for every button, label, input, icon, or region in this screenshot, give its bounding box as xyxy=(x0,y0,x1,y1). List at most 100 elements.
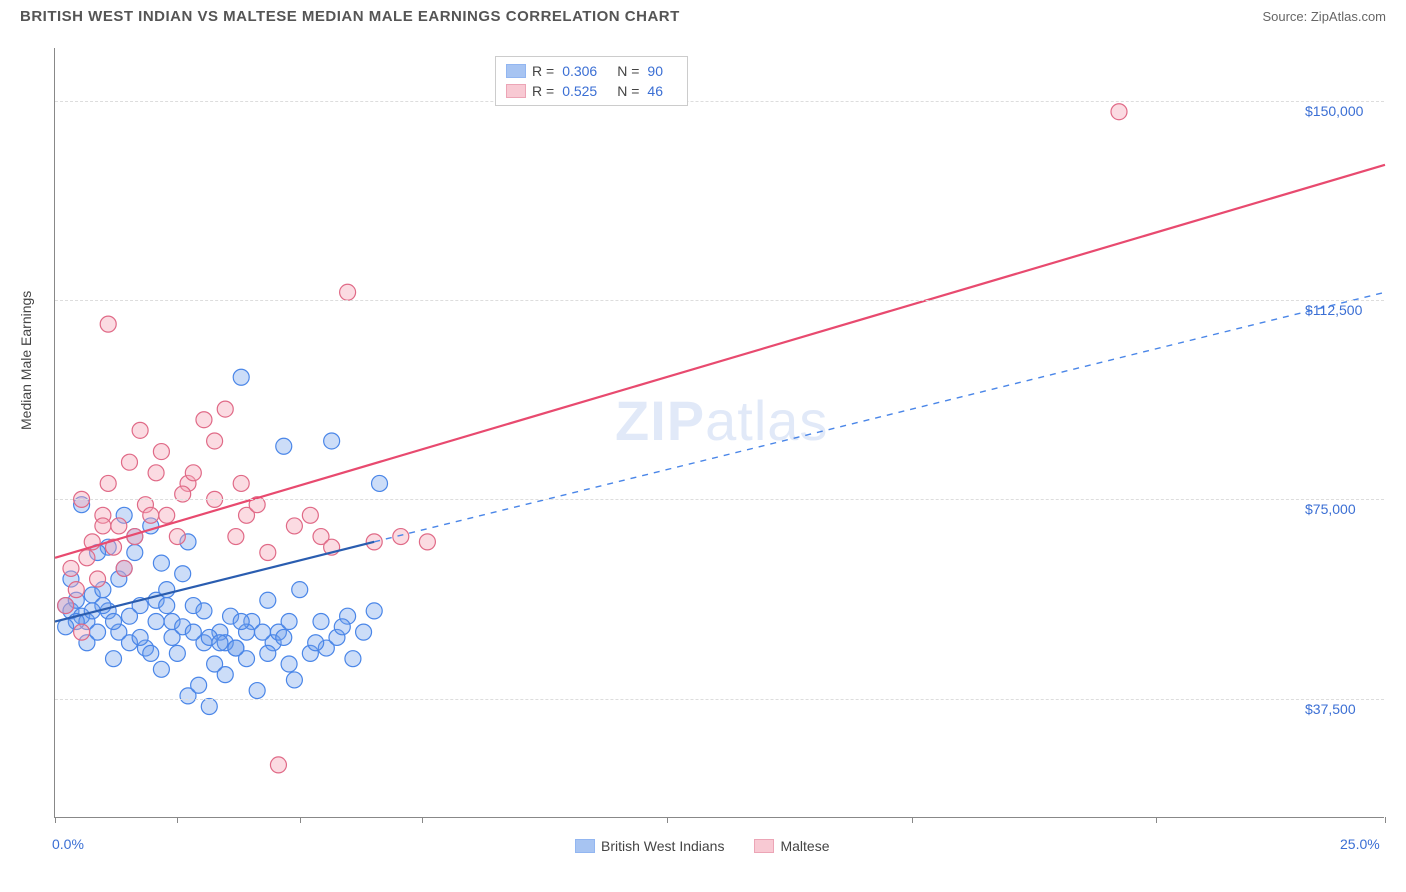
data-point xyxy=(217,401,233,417)
data-point xyxy=(132,422,148,438)
data-point xyxy=(254,624,270,640)
data-point xyxy=(233,369,249,385)
data-point xyxy=(185,465,201,481)
data-point xyxy=(132,629,148,645)
data-point xyxy=(100,475,116,491)
correlation-legend: R =0.306N =90R =0.525N =46 xyxy=(495,56,688,106)
legend-swatch xyxy=(506,64,526,78)
data-point xyxy=(153,661,169,677)
legend-swatch xyxy=(506,84,526,98)
gridline xyxy=(55,101,1384,102)
data-point xyxy=(302,507,318,523)
data-point xyxy=(276,629,292,645)
series-legend: British West Indians Maltese xyxy=(575,836,830,856)
data-point xyxy=(191,677,207,693)
scatter-svg xyxy=(55,48,1384,817)
y-tick-label: $75,000 xyxy=(1305,501,1356,517)
data-point xyxy=(201,698,217,714)
legend-n-label: N = xyxy=(617,63,639,79)
data-point xyxy=(308,635,324,651)
data-point xyxy=(260,645,276,661)
legend-r-label: R = xyxy=(532,83,554,99)
series-legend-label: British West Indians xyxy=(601,838,724,854)
data-point xyxy=(143,645,159,661)
data-point xyxy=(228,640,244,656)
data-point xyxy=(292,582,308,598)
data-point xyxy=(106,614,122,630)
data-point xyxy=(95,518,111,534)
data-point xyxy=(313,614,329,630)
data-point xyxy=(100,316,116,332)
data-point xyxy=(260,592,276,608)
data-point xyxy=(79,550,95,566)
data-point xyxy=(116,560,132,576)
series-legend-item: British West Indians xyxy=(575,836,724,856)
gridline xyxy=(55,499,1384,500)
legend-row: R =0.306N =90 xyxy=(506,61,677,81)
x-tick xyxy=(177,817,178,823)
data-point xyxy=(324,433,340,449)
data-point xyxy=(169,529,185,545)
data-point xyxy=(356,624,372,640)
data-point xyxy=(286,518,302,534)
data-point xyxy=(127,544,143,560)
chart-header: BRITISH WEST INDIAN VS MALTESE MEDIAN MA… xyxy=(0,0,1406,29)
x-tick xyxy=(1385,817,1386,823)
data-point xyxy=(270,757,286,773)
data-point xyxy=(74,624,90,640)
gridline xyxy=(55,300,1384,301)
data-point xyxy=(159,507,175,523)
legend-swatch xyxy=(575,839,595,853)
trend-line-dashed xyxy=(374,292,1385,542)
data-point xyxy=(340,284,356,300)
data-point xyxy=(159,598,175,614)
legend-n-value: 90 xyxy=(647,63,663,79)
y-tick-label: $37,500 xyxy=(1305,701,1356,717)
data-point xyxy=(372,475,388,491)
legend-r-label: R = xyxy=(532,63,554,79)
data-point xyxy=(281,614,297,630)
series-legend-label: Maltese xyxy=(780,838,829,854)
data-point xyxy=(143,507,159,523)
data-point xyxy=(148,614,164,630)
data-point xyxy=(68,582,84,598)
data-point xyxy=(153,444,169,460)
legend-r-value: 0.525 xyxy=(562,83,597,99)
x-tick xyxy=(667,817,668,823)
data-point xyxy=(169,645,185,661)
x-tick xyxy=(912,817,913,823)
data-point xyxy=(233,475,249,491)
data-point xyxy=(249,683,265,699)
data-point xyxy=(185,624,201,640)
data-point xyxy=(228,529,244,545)
x-tick-label: 25.0% xyxy=(1340,836,1380,852)
series-legend-item: Maltese xyxy=(754,836,829,856)
data-point xyxy=(175,566,191,582)
legend-n-value: 46 xyxy=(647,83,663,99)
data-point xyxy=(196,412,212,428)
data-point xyxy=(58,598,74,614)
data-point xyxy=(393,529,409,545)
data-point xyxy=(148,465,164,481)
data-point xyxy=(121,454,137,470)
data-point xyxy=(233,614,249,630)
data-point xyxy=(63,560,79,576)
y-axis-label: Median Male Earnings xyxy=(18,291,34,430)
x-tick xyxy=(422,817,423,823)
y-tick-label: $112,500 xyxy=(1305,302,1362,318)
data-point xyxy=(196,603,212,619)
data-point xyxy=(217,667,233,683)
chart-plot-area: ZIPatlas $37,500$75,000$112,500$150,000R… xyxy=(54,48,1384,818)
data-point xyxy=(286,672,302,688)
gridline xyxy=(55,699,1384,700)
legend-row: R =0.525N =46 xyxy=(506,81,677,101)
data-point xyxy=(90,571,106,587)
data-point xyxy=(366,603,382,619)
data-point xyxy=(1111,104,1127,120)
data-point xyxy=(212,635,228,651)
chart-title: BRITISH WEST INDIAN VS MALTESE MEDIAN MA… xyxy=(20,8,680,25)
data-point xyxy=(106,651,122,667)
chart-source: Source: ZipAtlas.com xyxy=(1262,9,1386,24)
x-tick xyxy=(55,817,56,823)
legend-swatch xyxy=(754,839,774,853)
